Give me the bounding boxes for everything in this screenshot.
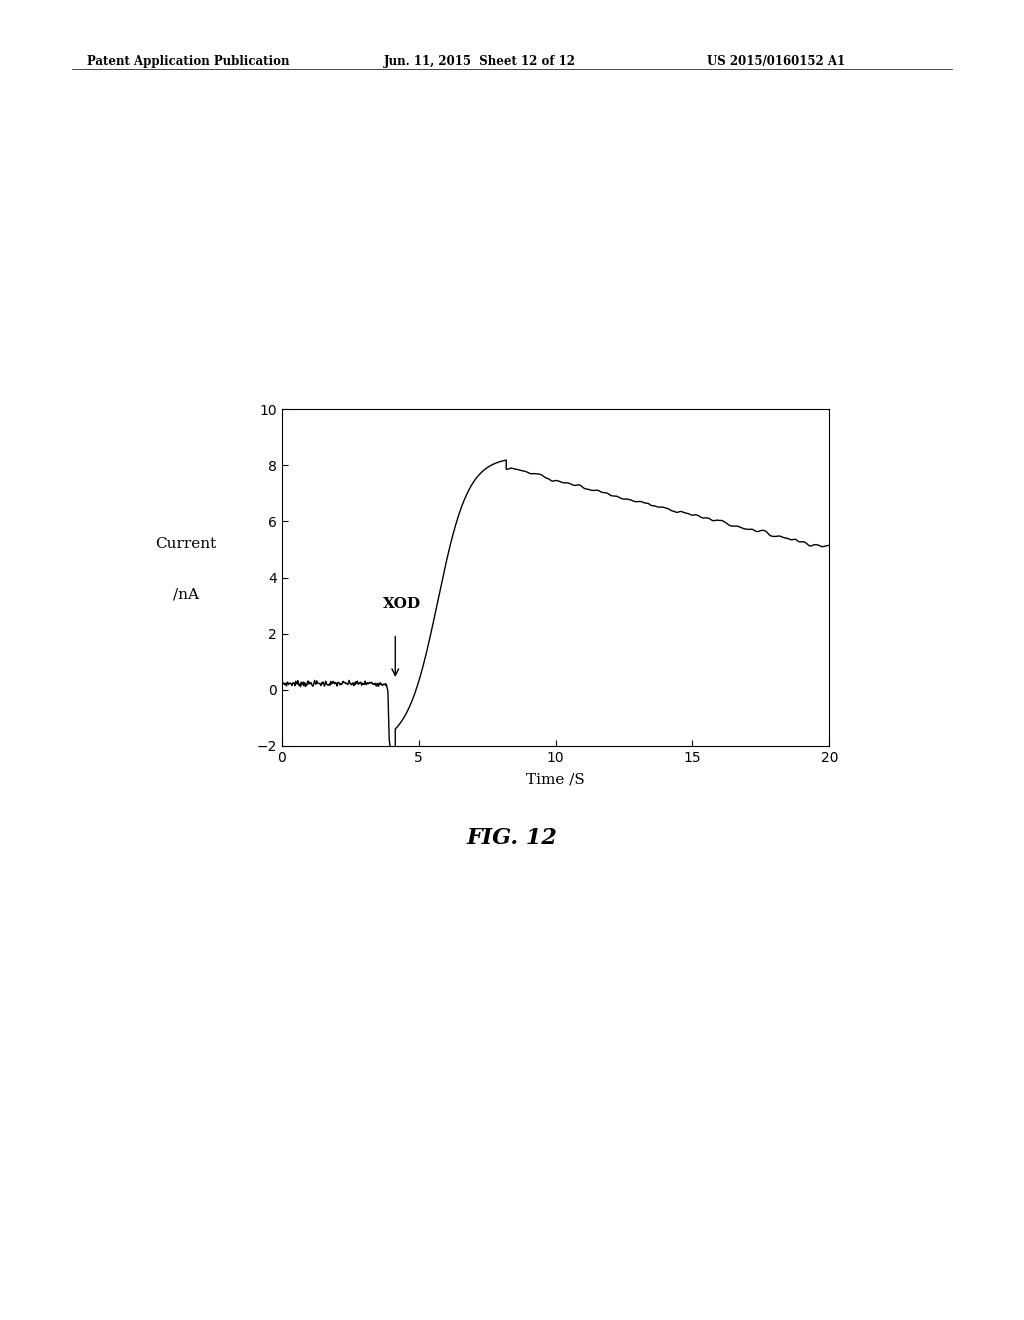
Text: Patent Application Publication: Patent Application Publication xyxy=(87,55,290,69)
Text: /nA: /nA xyxy=(173,587,199,602)
Text: Current: Current xyxy=(155,537,216,550)
Text: Jun. 11, 2015  Sheet 12 of 12: Jun. 11, 2015 Sheet 12 of 12 xyxy=(384,55,575,69)
Text: US 2015/0160152 A1: US 2015/0160152 A1 xyxy=(707,55,845,69)
Text: FIG. 12: FIG. 12 xyxy=(467,828,557,849)
X-axis label: Time /S: Time /S xyxy=(526,774,585,787)
Text: XOD: XOD xyxy=(383,597,421,611)
